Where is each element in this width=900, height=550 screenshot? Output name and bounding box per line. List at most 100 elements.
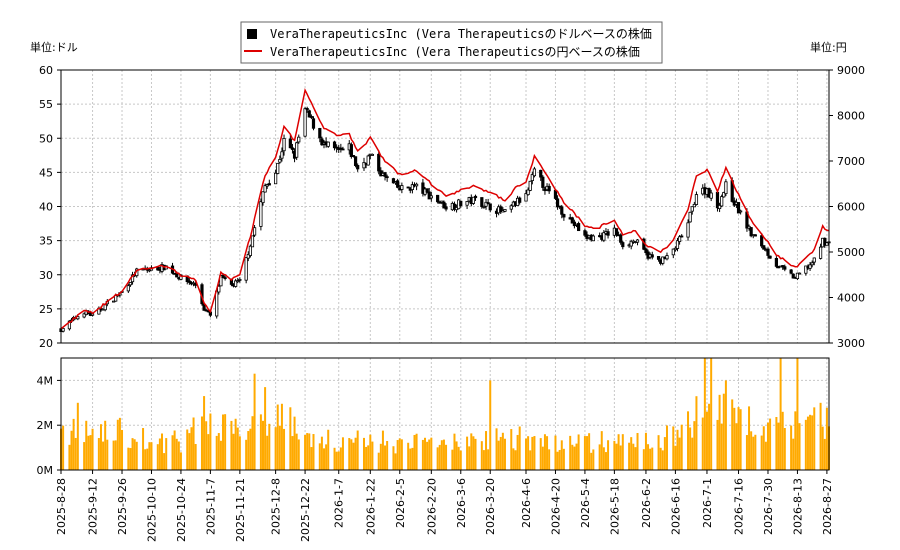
left-unit-label: 単位:ドル bbox=[30, 40, 78, 54]
date-tick-label: 2026-3-20 bbox=[484, 478, 497, 535]
volume-bar bbox=[413, 434, 416, 470]
volume-bar bbox=[234, 418, 237, 470]
volume-bar bbox=[657, 435, 660, 470]
candle-body bbox=[377, 153, 381, 172]
candle-body bbox=[526, 189, 530, 196]
volume-bar bbox=[689, 427, 692, 470]
candle-body bbox=[297, 136, 301, 143]
candle-body bbox=[812, 257, 816, 263]
candle-body bbox=[288, 138, 292, 149]
volume-bar bbox=[600, 431, 603, 470]
volume-bar bbox=[775, 417, 778, 470]
volume-bar bbox=[133, 439, 136, 470]
volume-bar bbox=[276, 404, 279, 470]
candle-body bbox=[219, 275, 223, 287]
candle-body bbox=[795, 272, 800, 280]
volume-bar bbox=[497, 440, 500, 470]
volume-bar bbox=[516, 434, 519, 470]
volume-bar bbox=[219, 440, 222, 470]
volume-bar bbox=[569, 435, 572, 470]
candle-body bbox=[789, 269, 793, 274]
volume-bar bbox=[76, 402, 79, 470]
candle-body bbox=[410, 184, 414, 191]
volume-bar bbox=[739, 409, 742, 470]
candle-body bbox=[825, 242, 829, 246]
volume-bar bbox=[621, 434, 624, 470]
volume-bar bbox=[291, 436, 294, 470]
volume-bar bbox=[142, 428, 145, 470]
volume-bar bbox=[472, 436, 475, 470]
volume-bar bbox=[468, 446, 471, 470]
candle-body bbox=[341, 148, 345, 151]
candle-body bbox=[532, 168, 537, 177]
volume-bar bbox=[293, 416, 296, 470]
candle-body bbox=[112, 300, 116, 303]
candle-body bbox=[128, 282, 133, 286]
volume-bar bbox=[619, 445, 622, 470]
volume-bar bbox=[659, 447, 662, 470]
left-price-axis: 20 25 30 35 40 45 50 55 60 bbox=[39, 64, 61, 350]
candle-body bbox=[349, 144, 353, 157]
candle-body bbox=[320, 138, 324, 146]
candle-body bbox=[583, 230, 587, 236]
volume-bar bbox=[312, 434, 315, 470]
volume-bar bbox=[560, 440, 563, 470]
legend-usd-marker bbox=[247, 29, 257, 39]
candle-body bbox=[539, 169, 543, 178]
volume-bar bbox=[335, 451, 338, 470]
candle-body bbox=[804, 265, 808, 274]
date-tick-label: 2026-6-16 bbox=[669, 478, 682, 535]
volume-bar bbox=[647, 444, 650, 470]
candle-body bbox=[383, 172, 387, 177]
volume-bar bbox=[745, 435, 748, 470]
candle-body bbox=[473, 195, 478, 199]
candle-body bbox=[250, 235, 255, 248]
date-tick-label: 2025-11-21 bbox=[234, 478, 247, 542]
volume-bar bbox=[72, 418, 75, 470]
volume-bar bbox=[630, 437, 633, 470]
volume-bar bbox=[333, 447, 336, 470]
volume-bar bbox=[424, 437, 427, 470]
volume-bar bbox=[813, 407, 816, 470]
candle-body bbox=[282, 138, 286, 152]
volume-bar bbox=[451, 449, 454, 470]
volume-bar bbox=[529, 450, 532, 470]
candle-body bbox=[452, 203, 457, 210]
candle-body bbox=[246, 254, 250, 259]
left-tick-label: 35 bbox=[39, 235, 53, 248]
right-unit-label: 単位:円 bbox=[810, 40, 847, 54]
volume-bar bbox=[438, 444, 441, 470]
candle-body bbox=[783, 266, 787, 270]
candle-body bbox=[362, 162, 366, 169]
volume-bar bbox=[371, 441, 374, 470]
price-candles bbox=[59, 106, 831, 333]
volume-bar bbox=[426, 441, 429, 470]
left-tick-label: 40 bbox=[39, 201, 53, 214]
volume-bar bbox=[804, 419, 807, 470]
candle-body bbox=[570, 217, 574, 224]
volume-bar bbox=[367, 445, 370, 470]
candle-body bbox=[480, 197, 484, 208]
volume-bar bbox=[362, 437, 365, 470]
candle-body bbox=[614, 228, 619, 236]
volume-bar bbox=[245, 439, 248, 470]
volume-tick-label: 4M bbox=[37, 374, 54, 387]
volume-bar bbox=[687, 411, 690, 470]
candle-body bbox=[438, 201, 442, 204]
volume-bar bbox=[209, 413, 212, 470]
volume-bar bbox=[440, 440, 443, 470]
candle-body bbox=[736, 202, 741, 214]
volume-bar bbox=[106, 439, 109, 470]
volume-bar bbox=[398, 438, 401, 470]
volume-bar bbox=[792, 438, 795, 470]
volume-bar bbox=[339, 447, 342, 470]
candle-body bbox=[261, 191, 265, 203]
candle-body bbox=[459, 200, 463, 206]
candle-body bbox=[353, 156, 358, 166]
volume-bar bbox=[613, 440, 616, 470]
candle-body bbox=[303, 108, 307, 137]
volume-bar bbox=[247, 431, 250, 470]
candle-body bbox=[465, 201, 469, 206]
candle-body bbox=[61, 328, 65, 332]
volume-plot-frame bbox=[60, 357, 830, 471]
